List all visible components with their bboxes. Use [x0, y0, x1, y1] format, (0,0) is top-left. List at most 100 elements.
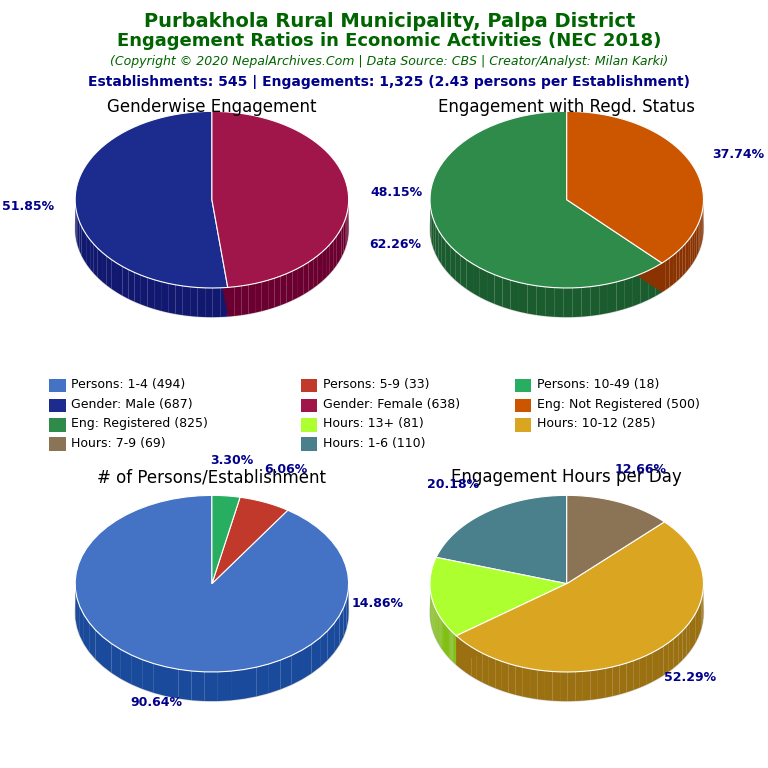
Polygon shape	[274, 276, 280, 307]
Polygon shape	[336, 232, 339, 266]
Polygon shape	[444, 623, 445, 653]
Polygon shape	[75, 590, 77, 627]
Polygon shape	[515, 666, 523, 697]
Polygon shape	[220, 287, 228, 317]
Polygon shape	[346, 210, 348, 244]
Polygon shape	[673, 253, 677, 284]
Polygon shape	[693, 613, 696, 647]
Polygon shape	[175, 285, 183, 315]
Polygon shape	[686, 240, 688, 273]
Polygon shape	[477, 650, 483, 683]
Polygon shape	[690, 617, 693, 651]
Polygon shape	[107, 256, 111, 289]
Polygon shape	[599, 284, 608, 315]
Polygon shape	[343, 599, 346, 637]
FancyBboxPatch shape	[49, 437, 65, 451]
Polygon shape	[502, 277, 511, 310]
Polygon shape	[530, 669, 538, 699]
Polygon shape	[439, 616, 440, 647]
Polygon shape	[613, 665, 620, 696]
Polygon shape	[605, 667, 613, 697]
Polygon shape	[213, 288, 220, 317]
Polygon shape	[235, 286, 242, 316]
Polygon shape	[309, 259, 313, 292]
Polygon shape	[443, 621, 444, 652]
Polygon shape	[502, 661, 508, 693]
Text: Gender: Male (687): Gender: Male (687)	[71, 399, 193, 411]
Polygon shape	[334, 615, 339, 653]
Polygon shape	[255, 282, 262, 313]
Polygon shape	[84, 231, 87, 265]
Polygon shape	[449, 629, 450, 659]
Polygon shape	[94, 244, 98, 277]
Text: 14.86%: 14.86%	[352, 598, 404, 611]
Polygon shape	[430, 111, 662, 288]
Polygon shape	[634, 658, 640, 690]
Polygon shape	[432, 214, 433, 248]
Text: Engagement Hours per Day: Engagement Hours per Day	[452, 468, 682, 486]
Polygon shape	[212, 200, 228, 316]
Polygon shape	[212, 497, 288, 584]
Polygon shape	[166, 667, 179, 699]
Polygon shape	[218, 671, 231, 701]
Polygon shape	[442, 236, 445, 270]
Polygon shape	[662, 260, 666, 293]
Polygon shape	[333, 237, 336, 270]
Polygon shape	[563, 288, 572, 317]
Polygon shape	[89, 623, 95, 659]
Polygon shape	[286, 271, 293, 303]
Polygon shape	[205, 672, 218, 701]
Polygon shape	[141, 275, 147, 306]
Polygon shape	[280, 273, 286, 305]
Polygon shape	[346, 591, 348, 628]
Polygon shape	[450, 246, 455, 280]
Polygon shape	[568, 672, 575, 701]
Polygon shape	[620, 663, 627, 694]
Text: 52.29%: 52.29%	[664, 671, 717, 684]
Polygon shape	[450, 630, 452, 660]
Polygon shape	[455, 251, 461, 285]
Polygon shape	[154, 280, 161, 311]
Text: 90.64%: 90.64%	[131, 696, 183, 709]
Polygon shape	[87, 236, 90, 269]
Polygon shape	[262, 280, 268, 311]
Polygon shape	[79, 222, 81, 256]
Polygon shape	[487, 271, 495, 304]
Polygon shape	[461, 256, 467, 289]
Text: 51.85%: 51.85%	[2, 200, 54, 213]
Polygon shape	[269, 660, 280, 694]
Polygon shape	[508, 664, 515, 695]
Polygon shape	[329, 240, 333, 273]
Polygon shape	[90, 240, 94, 273]
Polygon shape	[669, 639, 674, 672]
Polygon shape	[448, 627, 449, 658]
Polygon shape	[320, 631, 328, 667]
Polygon shape	[633, 274, 641, 306]
Polygon shape	[446, 625, 447, 656]
FancyBboxPatch shape	[49, 418, 65, 432]
Polygon shape	[328, 624, 334, 660]
Text: Gender: Female (638): Gender: Female (638)	[323, 399, 460, 411]
Polygon shape	[433, 219, 435, 253]
Polygon shape	[697, 224, 698, 257]
Polygon shape	[280, 655, 292, 689]
Text: Hours: 10-12 (285): Hours: 10-12 (285)	[537, 418, 656, 430]
Polygon shape	[313, 256, 318, 288]
Polygon shape	[293, 268, 298, 300]
Polygon shape	[161, 282, 168, 313]
Polygon shape	[700, 599, 701, 633]
Polygon shape	[608, 282, 617, 313]
Polygon shape	[666, 258, 670, 290]
Polygon shape	[111, 260, 117, 293]
Polygon shape	[655, 263, 662, 296]
Polygon shape	[76, 207, 77, 241]
Text: Engagement with Regd. Status: Engagement with Regd. Status	[439, 98, 695, 116]
FancyBboxPatch shape	[515, 399, 531, 412]
Polygon shape	[591, 286, 599, 316]
Polygon shape	[121, 650, 131, 684]
FancyBboxPatch shape	[49, 399, 65, 412]
Polygon shape	[98, 248, 102, 281]
Text: Persons: 1-4 (494): Persons: 1-4 (494)	[71, 379, 186, 391]
Polygon shape	[554, 288, 563, 317]
Polygon shape	[701, 214, 702, 247]
